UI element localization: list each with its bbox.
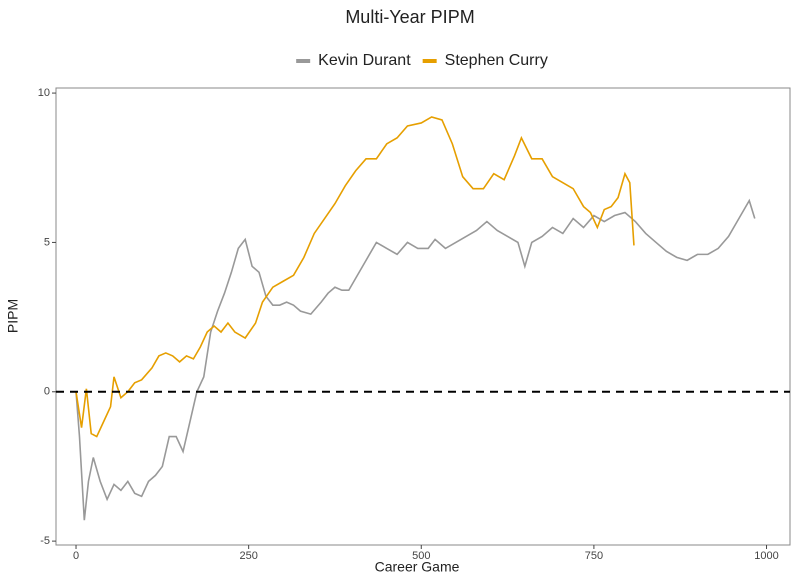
legend-label: Stephen Curry (445, 52, 548, 69)
legend-label: Kevin Durant (318, 52, 411, 69)
x-tick-label: 250 (239, 550, 257, 562)
series-line (75, 116, 635, 438)
x-axis-label: Career Game (375, 559, 460, 575)
x-tick-label: 0 (73, 550, 79, 562)
y-tick-label: 10 (38, 87, 50, 99)
y-axis-label: PIPM (5, 299, 21, 333)
series-line (75, 198, 756, 521)
y-tick-label: -5 (40, 535, 50, 547)
chart-title: Multi-Year PIPM (345, 7, 474, 27)
plot-border (55, 87, 791, 546)
x-tick-label: 500 (412, 550, 430, 562)
y-tick-label: 5 (44, 236, 50, 248)
x-tick-label: 750 (585, 550, 603, 562)
x-tick-label: 1000 (754, 550, 778, 562)
y-tick-label: 0 (44, 386, 50, 398)
